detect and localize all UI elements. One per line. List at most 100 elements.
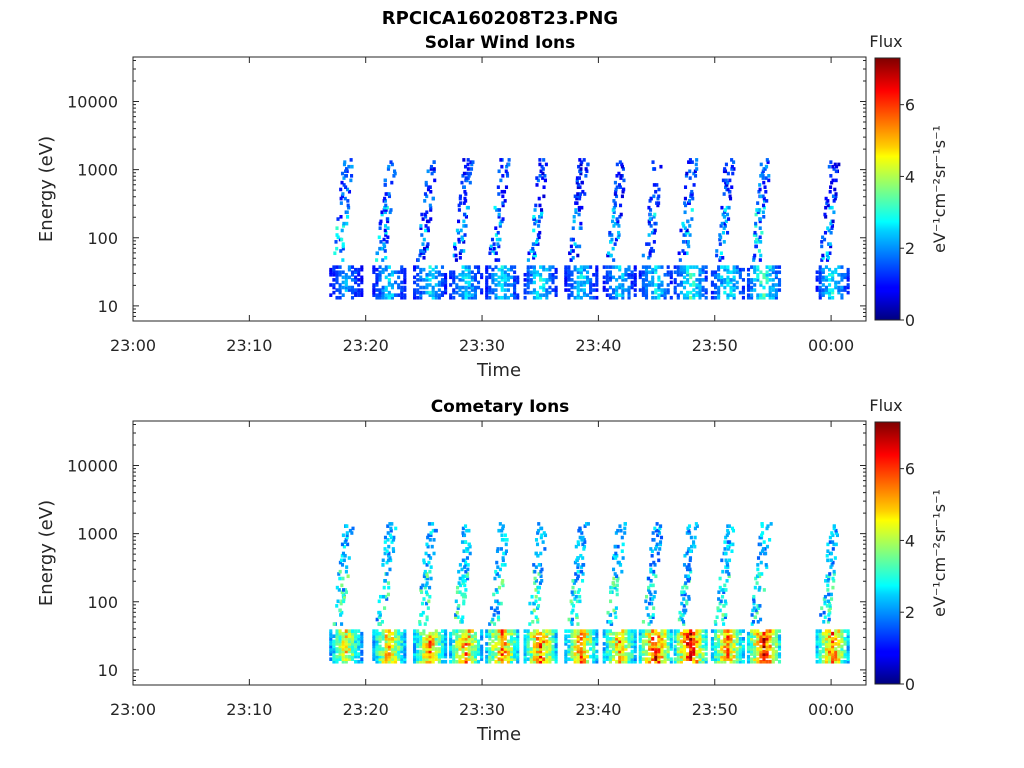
- spectrogram-cell: [679, 290, 683, 295]
- spectrogram-cell: [837, 659, 841, 664]
- spectrogram-cell: [656, 533, 660, 538]
- spectrogram-cell: [774, 634, 778, 639]
- spectrogram-cell: [761, 194, 765, 199]
- spectrogram-cell: [701, 288, 705, 292]
- spectrogram-cell: [652, 569, 656, 574]
- spectrogram-cell: [752, 601, 756, 606]
- spectrogram-cell: [615, 574, 619, 579]
- spectrogram-cell: [723, 167, 727, 171]
- spectrogram-cell: [767, 174, 771, 178]
- spectrogram-cell: [660, 629, 664, 633]
- spectrogram-cell: [551, 652, 555, 656]
- spectrogram-cell: [832, 542, 836, 547]
- spectrogram-cell: [335, 288, 339, 292]
- spectrogram-cell: [523, 278, 527, 282]
- spectrogram-cell: [335, 272, 339, 277]
- spectrogram-cell: [339, 215, 343, 219]
- spectrogram-cell: [654, 544, 658, 549]
- spectrogram-cell: [585, 636, 590, 641]
- spectrogram-cell: [713, 654, 718, 659]
- spectrogram-cell: [523, 639, 527, 644]
- spectrogram-cell: [384, 203, 388, 208]
- spectrogram-cell: [827, 652, 832, 656]
- spectrogram-cell: [682, 267, 687, 272]
- spectrogram-cell: [717, 649, 721, 654]
- spectrogram-cell: [569, 599, 573, 604]
- spectrogram-cell: [633, 657, 637, 661]
- spectrogram-cell: [818, 654, 822, 659]
- spectrogram-cell: [440, 644, 445, 649]
- spectrogram-cell: [332, 652, 336, 656]
- spectrogram-cell: [570, 647, 574, 651]
- x-tick-label: 23:10: [226, 336, 272, 355]
- spectrogram-cell: [595, 272, 599, 277]
- spectrogram-cell: [554, 270, 558, 275]
- spectrogram-cell: [497, 192, 501, 196]
- spectrogram-cell: [831, 272, 835, 277]
- spectrogram-cell: [695, 283, 699, 287]
- spectrogram-cell: [523, 654, 527, 659]
- spectrogram-cell: [529, 265, 533, 269]
- spectrogram-cell: [753, 644, 757, 649]
- spectrogram-cell: [516, 280, 520, 285]
- spectrogram-cell: [492, 246, 496, 251]
- spectrogram-cell: [624, 654, 628, 659]
- spectrogram-cell: [344, 657, 348, 661]
- spectrogram-cell: [759, 636, 763, 641]
- spectrogram-cell: [615, 649, 619, 654]
- spectrogram-cell: [666, 629, 670, 633]
- spectrogram-cell: [657, 634, 661, 639]
- spectrogram-cell: [774, 275, 778, 280]
- spectrogram-cell: [704, 639, 708, 644]
- spectrogram-cell: [726, 544, 730, 549]
- spectrogram-cell: [726, 649, 730, 654]
- spectrogram-cell: [500, 657, 504, 661]
- colorbar-tick-label: 6: [905, 460, 915, 479]
- spectrogram-cell: [633, 636, 637, 641]
- spectrogram-cell: [638, 652, 642, 656]
- spectrogram-cell: [539, 642, 543, 646]
- spectrogram-cell: [821, 275, 825, 280]
- spectrogram-cell: [385, 560, 389, 565]
- spectrogram-cell: [654, 270, 658, 275]
- spectrogram-cell: [535, 644, 540, 649]
- spectrogram-cell: [732, 631, 736, 636]
- spectrogram-cell: [582, 657, 586, 661]
- spectrogram-cell: [434, 293, 438, 297]
- spectrogram-cell: [532, 601, 536, 606]
- spectrogram-cell: [579, 221, 583, 226]
- spectrogram-cell: [476, 280, 481, 285]
- spectrogram-cell: [695, 634, 699, 639]
- spectrogram-cell: [620, 535, 624, 540]
- spectrogram-cell: [757, 249, 761, 253]
- spectrogram-cell: [754, 240, 758, 244]
- spectrogram-cell: [681, 221, 685, 226]
- spectrogram-cell: [837, 634, 841, 639]
- spectrogram-cell: [821, 634, 825, 639]
- spectrogram-cell: [762, 657, 766, 661]
- spectrogram-cell: [681, 249, 685, 253]
- spectrogram-cell: [762, 636, 766, 641]
- spectrogram-cell: [537, 196, 541, 201]
- spectrogram-cell: [582, 639, 586, 644]
- spectrogram-cell: [532, 649, 536, 654]
- spectrogram-cell: [570, 610, 574, 615]
- spectrogram-cell: [526, 636, 530, 641]
- spectrogram-cell: [687, 524, 692, 528]
- spectrogram-cell: [425, 615, 429, 620]
- spectrogram-cell: [756, 604, 760, 608]
- spectrogram-cell: [654, 642, 658, 646]
- spectrogram-cell: [723, 634, 727, 639]
- spectrogram-cell: [335, 642, 339, 646]
- spectrogram-cell: [513, 654, 517, 659]
- spectrogram-cell: [577, 196, 582, 201]
- spectrogram-cell: [492, 592, 496, 597]
- spectrogram-cell: [834, 634, 838, 639]
- spectrogram-cell: [682, 590, 686, 594]
- spectrogram-cell: [831, 560, 835, 565]
- spectrogram-cell: [651, 657, 655, 661]
- spectrogram-cell: [605, 634, 609, 639]
- spectrogram-cell: [689, 535, 693, 540]
- spectrogram-cell: [723, 657, 727, 661]
- spectrogram-cell: [346, 199, 350, 203]
